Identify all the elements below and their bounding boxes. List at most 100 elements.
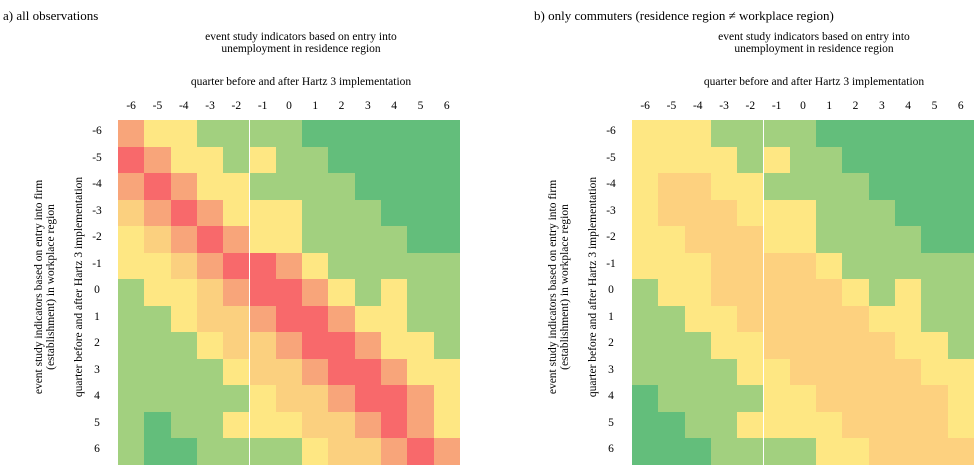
panel-a-x-tick: -5 — [152, 100, 163, 112]
panel-b-heatmap-cell — [737, 305, 764, 332]
panel-a-heatmap-cell — [302, 438, 329, 465]
panel-a-heatmap-cell — [381, 385, 408, 412]
panel-a-heatmap-cell — [302, 385, 329, 412]
panel-a-xsub: quarter before and after Hartz 3 impleme… — [190, 76, 412, 88]
panel-a-heatmap-cell — [354, 146, 381, 173]
panel-b: b) only commuters (residence region ≠ wo… — [488, 0, 976, 465]
panel-a-heatmap-cell — [381, 358, 408, 385]
panel-a-heatmap-cell — [118, 438, 145, 465]
panel-b-heatmap-cell — [789, 199, 817, 226]
panel-a-heatmap-cell — [223, 173, 250, 200]
panel-a-heatmap-cell — [223, 358, 250, 385]
panel-a-y-tick: 3 — [94, 363, 100, 376]
panel-b-heatmap-cell — [816, 358, 843, 385]
panel-a-heatmap-cell — [249, 199, 276, 226]
panel-a-heatmap-cell — [249, 279, 276, 306]
panel-b-y-tick: 1 — [608, 310, 614, 323]
panel-b-heatmap-cell — [789, 305, 817, 332]
panel-b-heatmap-cell — [658, 411, 685, 438]
panel-a-heatmap-cell — [433, 252, 460, 279]
panel-b-heatmap-cell — [868, 438, 895, 465]
panel-a-heatmap-cell — [328, 252, 355, 279]
panel-a-heatmap-cell — [144, 438, 171, 465]
panel-b-heatmap-cell — [789, 332, 817, 359]
panel-b-heatmap-cell — [868, 385, 895, 412]
panel-a-heatmap-cell — [275, 279, 303, 306]
panel-b-heatmap-cell — [868, 173, 895, 200]
panel-b-heatmap-cell — [632, 199, 659, 226]
panel-a-heatmap-cell — [249, 173, 276, 200]
panel-a-heatmap-cell — [407, 438, 434, 465]
panel-b-heatmap-cell — [737, 120, 764, 147]
panel-a-heatmap-cell — [302, 305, 329, 332]
panel-a-heatmap-cell — [144, 199, 171, 226]
panel-a-heatmap-cell — [328, 411, 355, 438]
panel-a-heatmap-cell — [328, 332, 355, 359]
panel-b-heatmap-cell — [737, 199, 764, 226]
panel-a-heatmap-cell — [196, 332, 224, 359]
panel-a-heatmap-cell — [407, 226, 434, 253]
panel-a-y-tick: -5 — [92, 151, 102, 164]
panel-b-x-tick: -3 — [719, 100, 729, 112]
panel-a-heatmap-cell — [170, 385, 197, 412]
panel-b-heatmap-cell — [947, 305, 974, 332]
panel-a-heatmap-cell — [118, 226, 145, 253]
panel-b-y-tick: -6 — [606, 125, 616, 138]
panel-a-heatmap-cell — [223, 226, 250, 253]
panel-a-heatmap-cell — [354, 252, 381, 279]
panel-a-heatmap-cell — [433, 226, 460, 253]
panel-a-heatmap-cell — [196, 199, 224, 226]
panel-b-heatmap-cell — [658, 173, 685, 200]
panel-b-heatmap-cell — [895, 226, 922, 253]
panel-b-y-tick: -5 — [606, 151, 616, 164]
panel-a-heatmap-cell — [144, 305, 171, 332]
panel-a-heatmap-cell — [118, 332, 145, 359]
panel-a-heatmap-cell — [196, 173, 224, 200]
panel-a-heatmap-cell — [196, 120, 224, 147]
panel-b-heatmap-cell — [947, 385, 974, 412]
panel-a-heatmap-cell — [354, 279, 381, 306]
panel-b-heatmap-cell — [737, 146, 764, 173]
panel-a-heatmap-cell — [223, 411, 250, 438]
panel-b-heatmap-cell — [947, 199, 974, 226]
panel-a-heatmap-cell — [275, 438, 303, 465]
panel-b-heatmap-cell — [658, 332, 685, 359]
panel-b-heatmap-cell — [763, 252, 790, 279]
panel-b-heatmap-cell — [842, 146, 869, 173]
panel-a-x-tick: -6 — [126, 100, 136, 112]
panel-b-heatmap-cell — [921, 120, 948, 147]
panel-b-heatmap-cell — [710, 173, 738, 200]
panel-a-ylabel: event study indicators based on entry in… — [33, 179, 57, 395]
panel-a-heatmap-cell — [249, 438, 276, 465]
panel-b-heatmap-cell — [632, 332, 659, 359]
panel-a-heatmap-cell — [407, 279, 434, 306]
panel-b-x-tick: 6 — [957, 100, 964, 112]
panel-b-heatmap-cell — [789, 438, 817, 465]
panel-b-heatmap-cell — [684, 358, 711, 385]
panel-b-heatmap-cell — [710, 279, 738, 306]
panel-b-heatmap-cell — [921, 438, 948, 465]
panel-b-heatmap-cell — [658, 146, 685, 173]
panel-b-heatmap-cell — [684, 252, 711, 279]
panel-b-heatmap-cell — [895, 146, 922, 173]
panel-b-heatmap-cell — [632, 146, 659, 173]
panel-b-heatmap-cell — [947, 226, 974, 253]
panel-a-heatmap-cell — [275, 411, 303, 438]
panel-a-heatmap-cell — [249, 332, 276, 359]
panel-a-heatmap-cell — [118, 173, 145, 200]
panel-b-heatmap-cell — [763, 411, 790, 438]
panel-b-heatmap-cell — [816, 226, 843, 253]
panel-a-heatmap-cell — [354, 385, 381, 412]
panel-b-heatmap-cell — [658, 279, 685, 306]
panel-b-heatmap-cell — [842, 385, 869, 412]
panel-a-heatmap-cell — [196, 279, 224, 306]
panel-a-heatmap-cell — [328, 146, 355, 173]
panel-a-heatmap-cell — [302, 411, 329, 438]
panel-b-heatmap-cell — [684, 226, 711, 253]
panel-a-heatmap-cell — [196, 385, 224, 412]
panel-b-heatmap-cell — [947, 120, 974, 147]
panel-a-heatmap-cell — [170, 438, 197, 465]
panel-b-heatmap-cell — [737, 385, 764, 412]
panel-b-heatmap-cell — [710, 226, 738, 253]
panel-b-heatmap-cell — [789, 252, 817, 279]
